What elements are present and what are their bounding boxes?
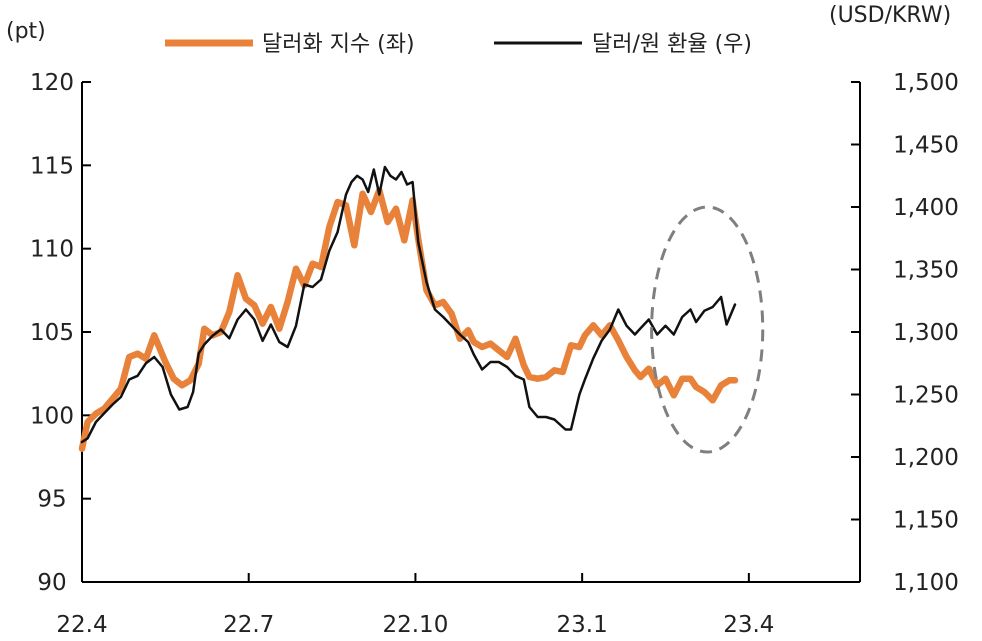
left-tick-label: 90 [37, 570, 66, 596]
legend-label-usdkrw: 달러/원 환율 (우) [592, 32, 752, 57]
x-tick-label: 23.4 [723, 612, 774, 638]
highlight-ellipse [650, 205, 765, 454]
right-axis-unit: (USD/KRW) [829, 3, 951, 28]
x-tick-label: 22.10 [382, 612, 448, 638]
left-tick-label: 95 [37, 487, 66, 513]
x-tick-label: 22.4 [56, 612, 107, 638]
right-axis-ticks: 1,100 1,150 1,200 1,250 1,300 1,350 1,400 1,450… [851, 70, 959, 596]
right-tick-label: 1,150 [893, 508, 959, 534]
usdkrw-line [80, 165, 737, 444]
right-tick-label: 1,100 [893, 570, 959, 596]
left-tick-label: 105 [30, 320, 74, 346]
series-lines [78, 165, 739, 452]
left-axis-unit: (pt) [6, 19, 46, 44]
x-tick-label: 23.1 [557, 612, 608, 638]
left-tick-label: 115 [30, 153, 74, 179]
right-tick-label: 1,500 [893, 70, 959, 96]
right-tick-label: 1,300 [893, 320, 959, 346]
right-tick-label: 1,450 [893, 133, 959, 159]
left-tick-label: 110 [30, 237, 74, 263]
right-tick-label: 1,200 [893, 445, 959, 471]
right-tick-label: 1,350 [893, 258, 959, 284]
left-axis-ticks: 90 95 100 105 110 115 120 [30, 70, 91, 596]
legend: 달러화 지수 (좌) 달러/원 환율 (우) [165, 32, 752, 57]
legend-label-dollar-index: 달러화 지수 (좌) [262, 32, 415, 57]
left-tick-label: 100 [30, 403, 74, 429]
x-axis-ticks: 22.4 22.7 22.10 23.1 23.4 [56, 573, 774, 638]
x-tick-label: 22.7 [223, 612, 274, 638]
right-tick-label: 1,250 [893, 383, 959, 409]
left-tick-label: 120 [30, 70, 74, 96]
right-tick-label: 1,400 [893, 195, 959, 221]
